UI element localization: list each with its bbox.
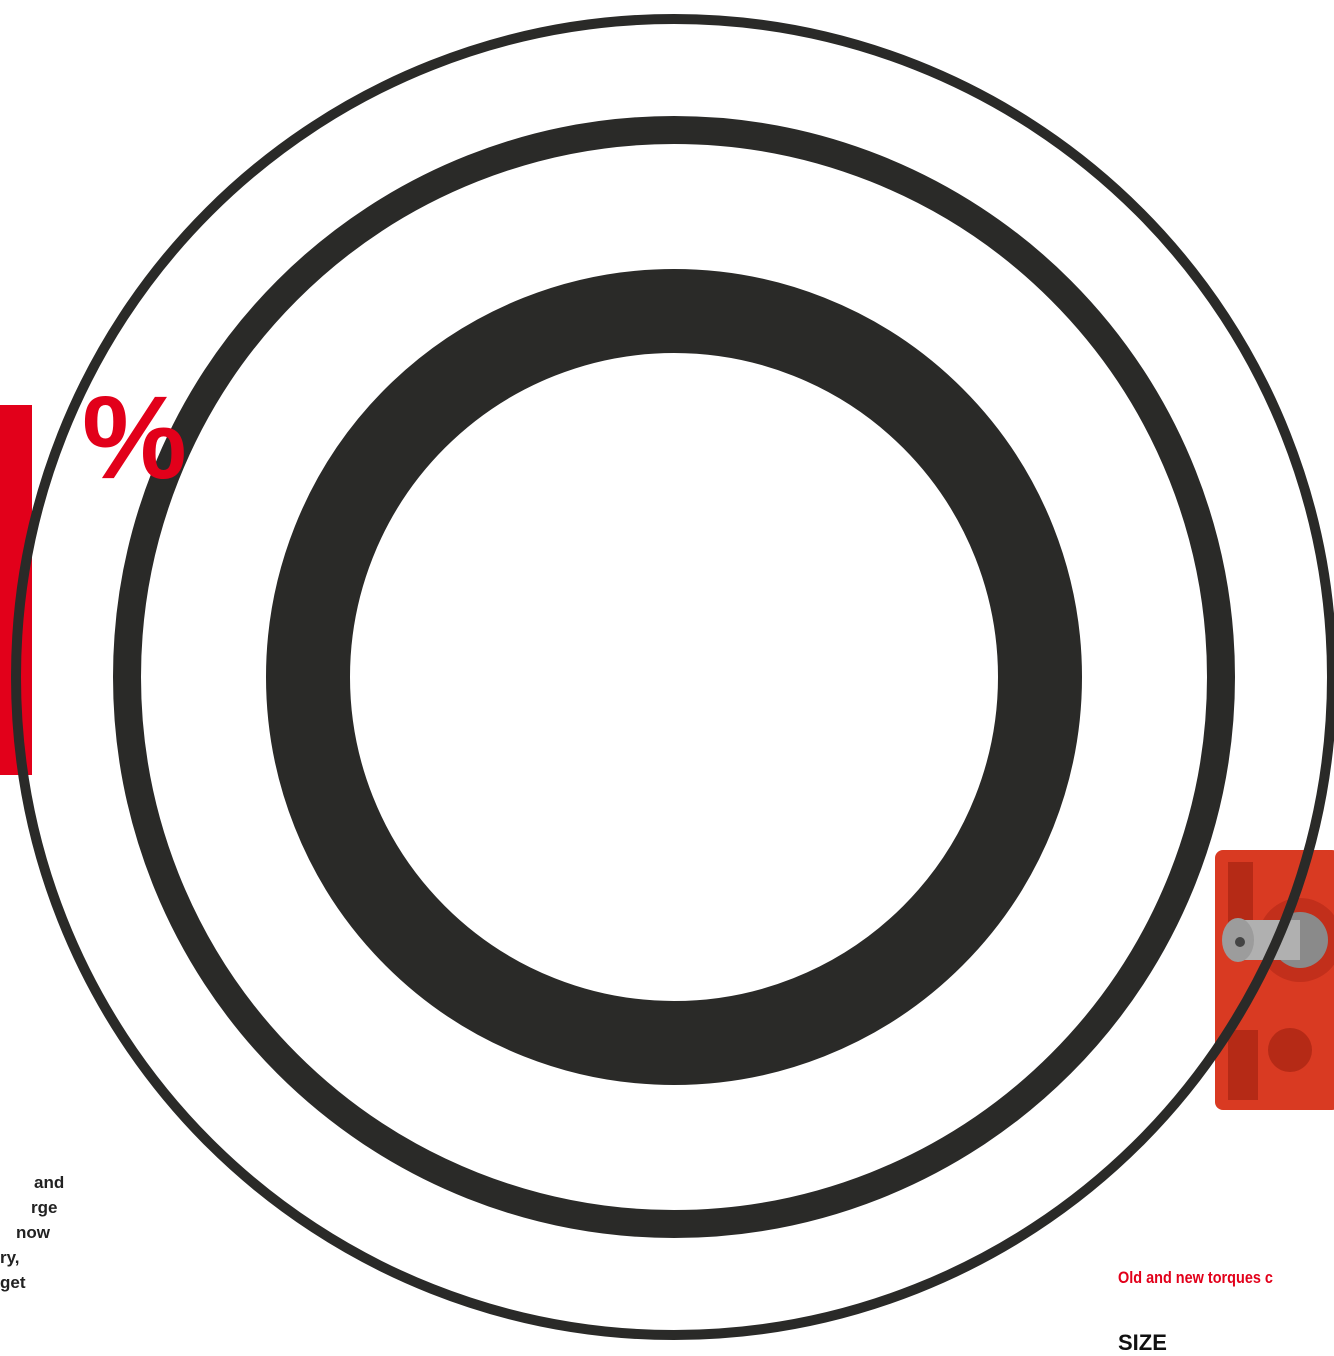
body-text: get bbox=[0, 1273, 26, 1292]
caption: Old and new torques c bbox=[1118, 1268, 1273, 1287]
middle-ring bbox=[113, 116, 1235, 1238]
body-text: ry, bbox=[0, 1248, 20, 1267]
outer-ring bbox=[11, 14, 1334, 1340]
inner-ring bbox=[266, 269, 1082, 1085]
percent-symbol: % bbox=[82, 372, 187, 504]
body-text: rge bbox=[31, 1198, 58, 1217]
body-text: now bbox=[16, 1223, 50, 1242]
body-text: and bbox=[34, 1173, 65, 1192]
table-header: SIZE bbox=[1118, 1330, 1167, 1355]
gearbox-image bbox=[1215, 850, 1334, 1110]
